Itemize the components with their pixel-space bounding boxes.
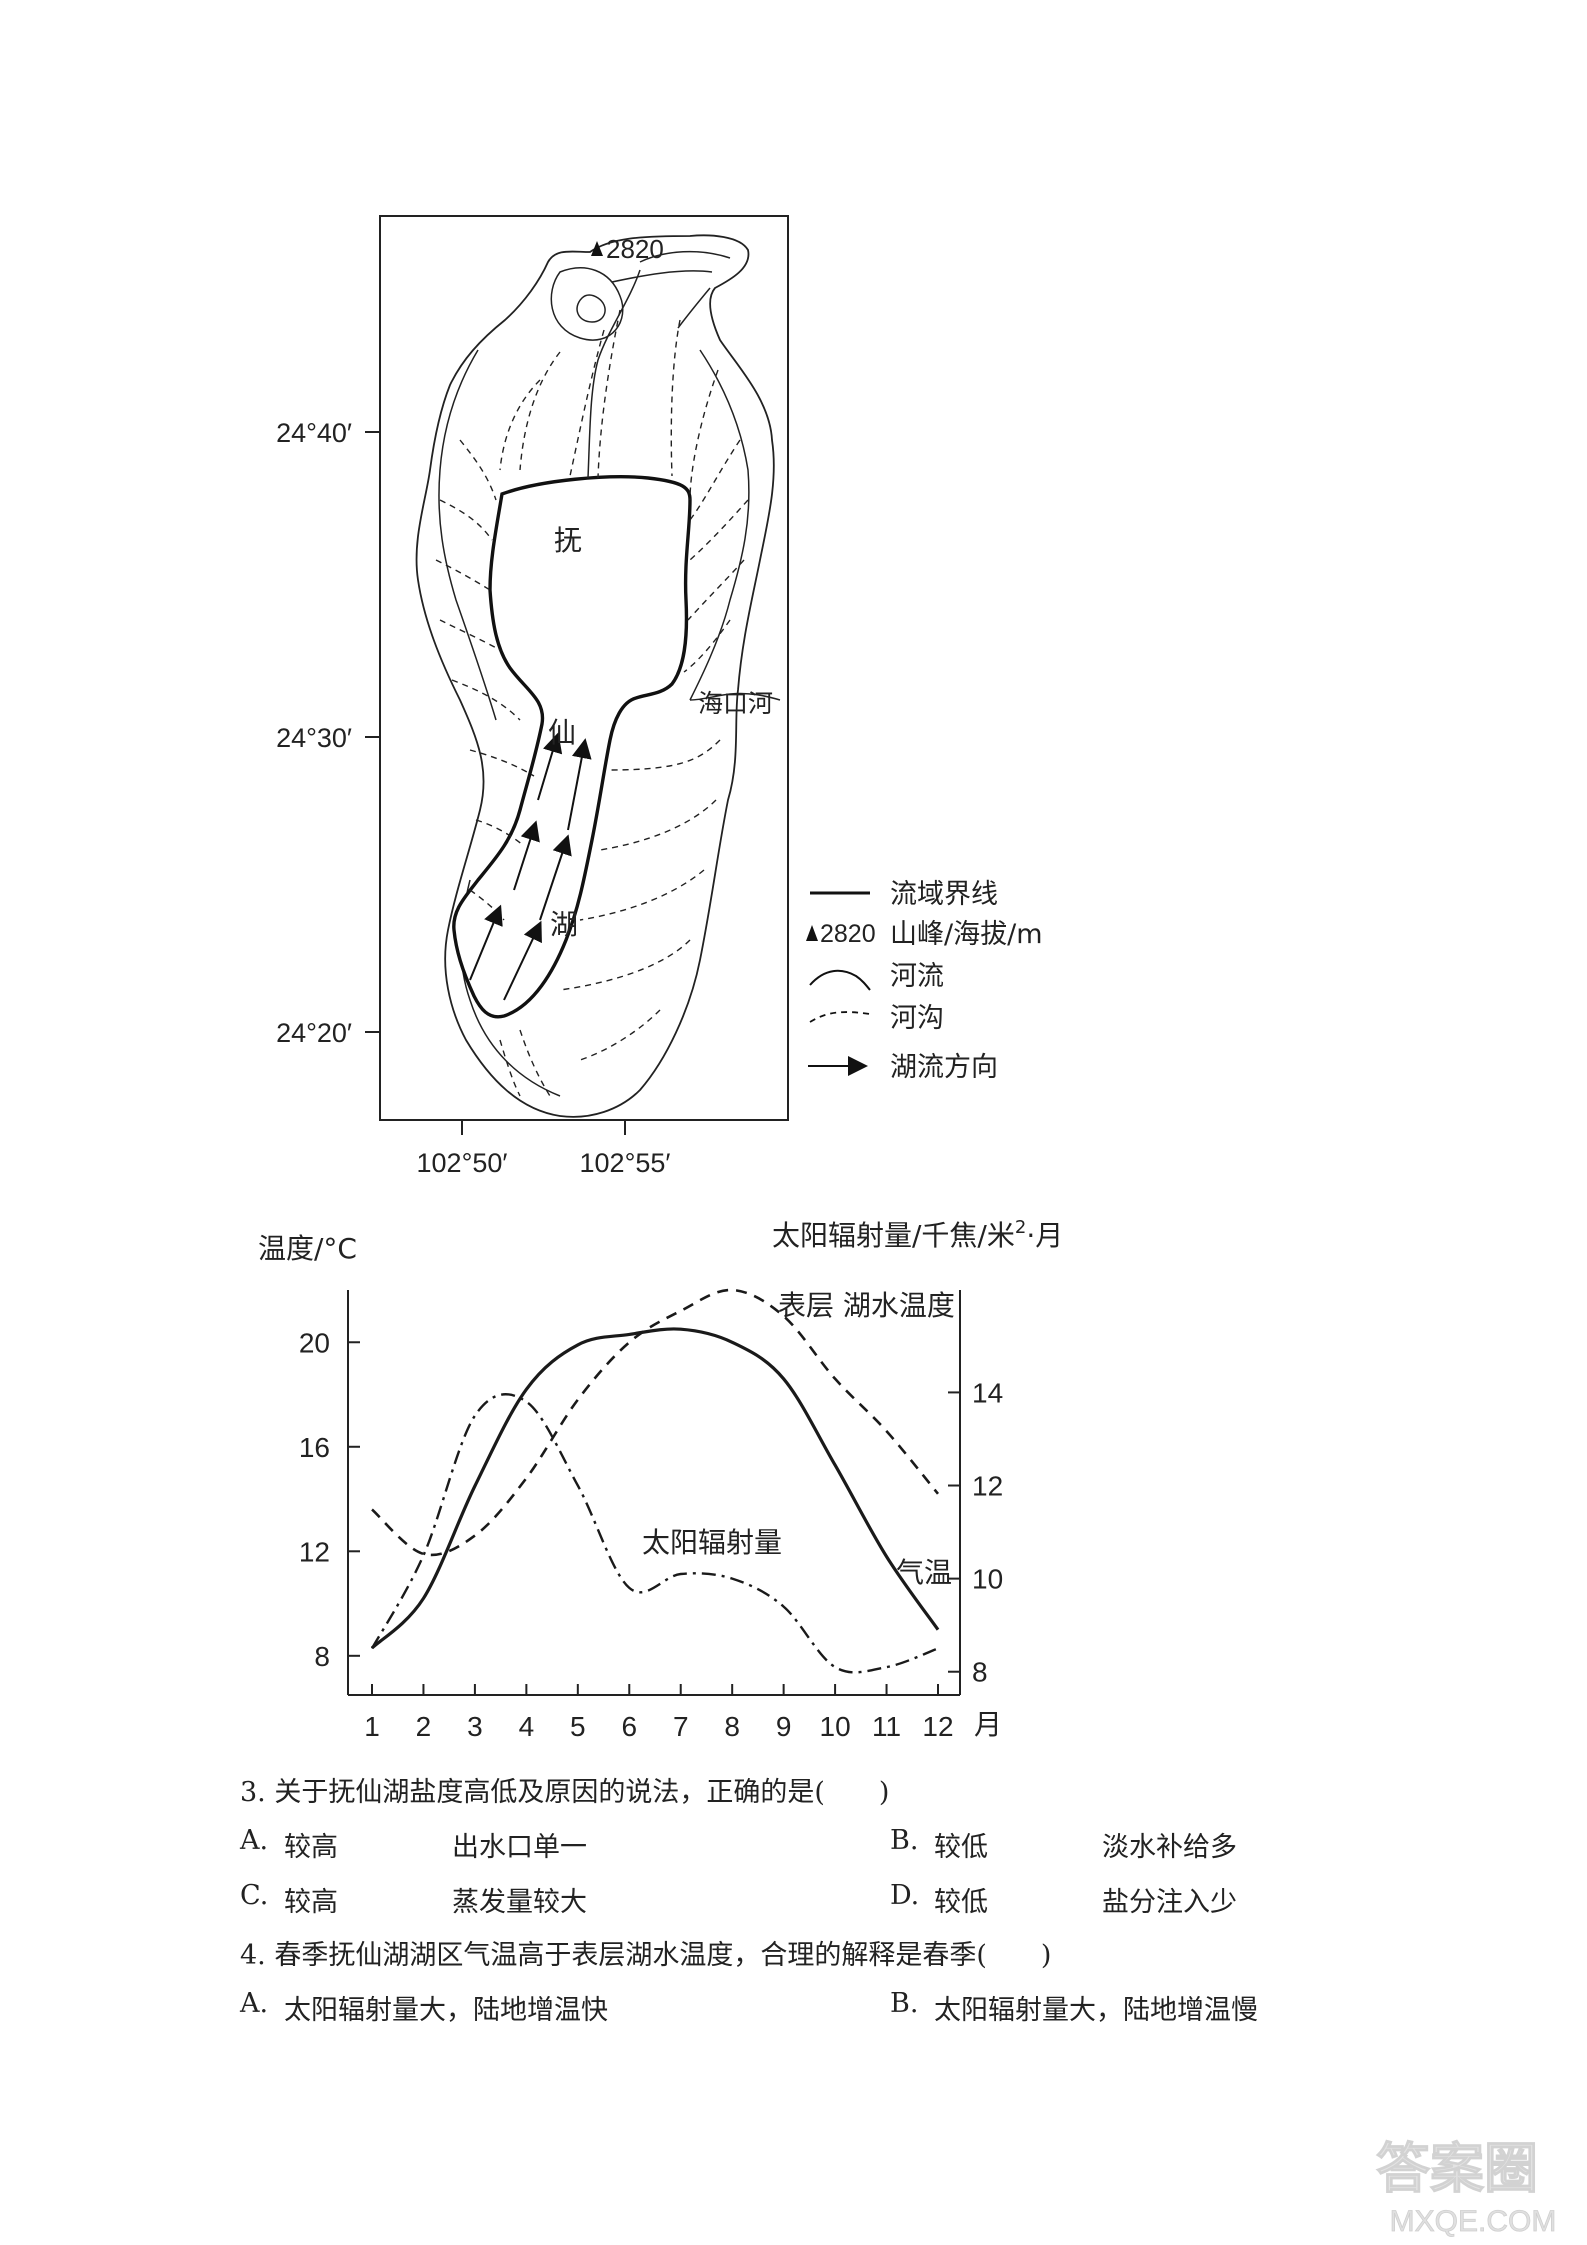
left-tick-label: 16: [299, 1432, 330, 1463]
x-tick-label: 3: [467, 1711, 483, 1742]
lake-char-2: 仙: [548, 716, 576, 749]
right-tick-label: 14: [972, 1377, 1003, 1408]
legend-gully-swatch: [809, 1011, 871, 1023]
q3-option-a-level: 较高: [284, 1832, 338, 1863]
legend-gully-label: 河沟: [890, 1003, 944, 1034]
right-axis-title-sup: 2: [1015, 1217, 1026, 1238]
solar-radiation-line: [370, 1393, 939, 1674]
lat-label-1: 24°40′: [276, 418, 352, 448]
q3-option-a-letter: A.: [240, 1825, 269, 1856]
watermark-sub: MXQE.COM: [1390, 2205, 1557, 2238]
map-frame: [379, 215, 789, 1121]
left-tick-label: 8: [314, 1641, 330, 1672]
q3-option-d-reason: 盐分注入少: [1102, 1887, 1237, 1918]
lake-surface-temperature-line: [371, 1288, 940, 1557]
legend-flow-label: 湖流方向: [890, 1052, 998, 1083]
q3-option-b-level: 较低: [934, 1832, 988, 1863]
peak-triangle-icon: [591, 241, 603, 256]
legend-boundary-label: 流域界线: [890, 879, 998, 910]
haikou-river-label: 海口河: [698, 689, 773, 718]
x-tick-label: 12: [922, 1711, 953, 1742]
relief-west: [438, 349, 497, 721]
watermark-logo: 答案圈 MXQE.COM: [1376, 2137, 1557, 2239]
peak-label: 2820: [606, 234, 664, 264]
q4-option-b-text: 太阳辐射量大，陆地增温慢: [934, 1995, 1258, 2026]
x-axis-unit: 月: [974, 1708, 1002, 1741]
left-axis-title: 温度/°C: [258, 1232, 357, 1265]
left-tick-group: 8 12 16 20: [299, 1327, 360, 1672]
peak-contours: [550, 250, 731, 341]
legend-river-label: 河流: [890, 961, 944, 992]
question-3-stem: 3. 关于抚仙湖盐度高低及原因的说法，正确的是( ): [240, 1777, 890, 1808]
series-label-air: 气温: [896, 1556, 952, 1589]
right-axis-title: 太阳辐射量/千焦/米2·月: [772, 1217, 1063, 1252]
q3-option-d-level: 较低: [934, 1887, 988, 1918]
x-tick-group: 1 2 3 4 5 6 7 8 9 10 11 12: [364, 1684, 954, 1742]
watermark-main: 答案圈: [1376, 2137, 1538, 2200]
series-group: [370, 1288, 940, 1674]
lat-label-3: 24°20′: [276, 1018, 352, 1048]
map-legend: 流域界线 2820 山峰/海拔/m 河流 河沟 湖流方向: [806, 879, 1043, 1083]
q3-option-c-reason: 蒸发量较大: [452, 1887, 587, 1918]
x-tick-label: 2: [416, 1711, 432, 1742]
legend-river-swatch: [809, 969, 871, 991]
q3-option-a-reason: 出水口单一: [452, 1832, 587, 1863]
air-temperature-line: [370, 1327, 940, 1650]
basin-map: 24°40′ 24°30′ 24°20′ 102°50′ 102°55′: [276, 215, 1043, 1178]
x-tick-label: 7: [673, 1711, 689, 1742]
q3-option-c-letter: C.: [240, 1880, 269, 1911]
right-tick-label: 12: [972, 1471, 1003, 1502]
x-tick-label: 5: [570, 1711, 586, 1742]
flow-arrows: [469, 732, 592, 1001]
lon-ticks: [461, 1120, 626, 1135]
right-tick-label: 8: [972, 1657, 988, 1688]
lat-ticks: [365, 431, 380, 1033]
q3-option-d-letter: D.: [890, 1880, 920, 1911]
x-tick-label: 4: [519, 1711, 535, 1742]
watershed-boundary: [415, 234, 775, 1118]
right-tick-label: 10: [972, 1564, 1003, 1595]
right-axis-title-main: 太阳辐射量/千焦/米: [772, 1219, 1015, 1252]
x-tick-label: 6: [621, 1711, 637, 1742]
q4-option-a-letter: A.: [240, 1988, 269, 2019]
series-label-radiation: 太阳辐射量: [642, 1526, 782, 1559]
left-tick-label: 12: [299, 1536, 330, 1567]
legend-peak-num: 2820: [820, 920, 876, 948]
lon-label-2: 102°55′: [580, 1148, 671, 1178]
gullies: [435, 309, 749, 1097]
relief-east: [689, 349, 750, 701]
x-tick-label: 11: [872, 1711, 901, 1742]
x-tick-label: 1: [364, 1711, 380, 1742]
right-axis-title-end: ·月: [1026, 1219, 1063, 1252]
x-tick-label: 10: [820, 1711, 851, 1742]
right-tick-group: 8 10 12 14: [948, 1377, 1003, 1688]
rivers: [587, 269, 781, 701]
x-tick-label: 8: [724, 1711, 740, 1742]
series-label-lake: 表层 湖水温度: [778, 1289, 955, 1322]
q3-option-c-level: 较高: [284, 1887, 338, 1918]
q4-option-a-text: 太阳辐射量大，陆地增温快: [284, 1995, 608, 2026]
q3-option-b-letter: B.: [890, 1825, 919, 1856]
legend-peak-triangle-icon: [806, 925, 818, 941]
lake-char-3: 湖: [550, 908, 578, 941]
q3-option-b-reason: 淡水补给多: [1102, 1832, 1237, 1863]
legend-peak-label: 山峰/海拔/m: [890, 919, 1043, 950]
lake-char-1: 抚: [554, 524, 582, 557]
lat-label-2: 24°30′: [276, 723, 352, 753]
lon-label-1: 102°50′: [417, 1148, 508, 1178]
x-tick-label: 9: [776, 1711, 792, 1742]
q4-option-b-letter: B.: [890, 1988, 919, 2019]
left-tick-label: 20: [299, 1327, 330, 1358]
question-4-stem: 4. 春季抚仙湖湖区气温高于表层湖水温度，合理的解释是春季( ): [240, 1940, 1052, 1971]
